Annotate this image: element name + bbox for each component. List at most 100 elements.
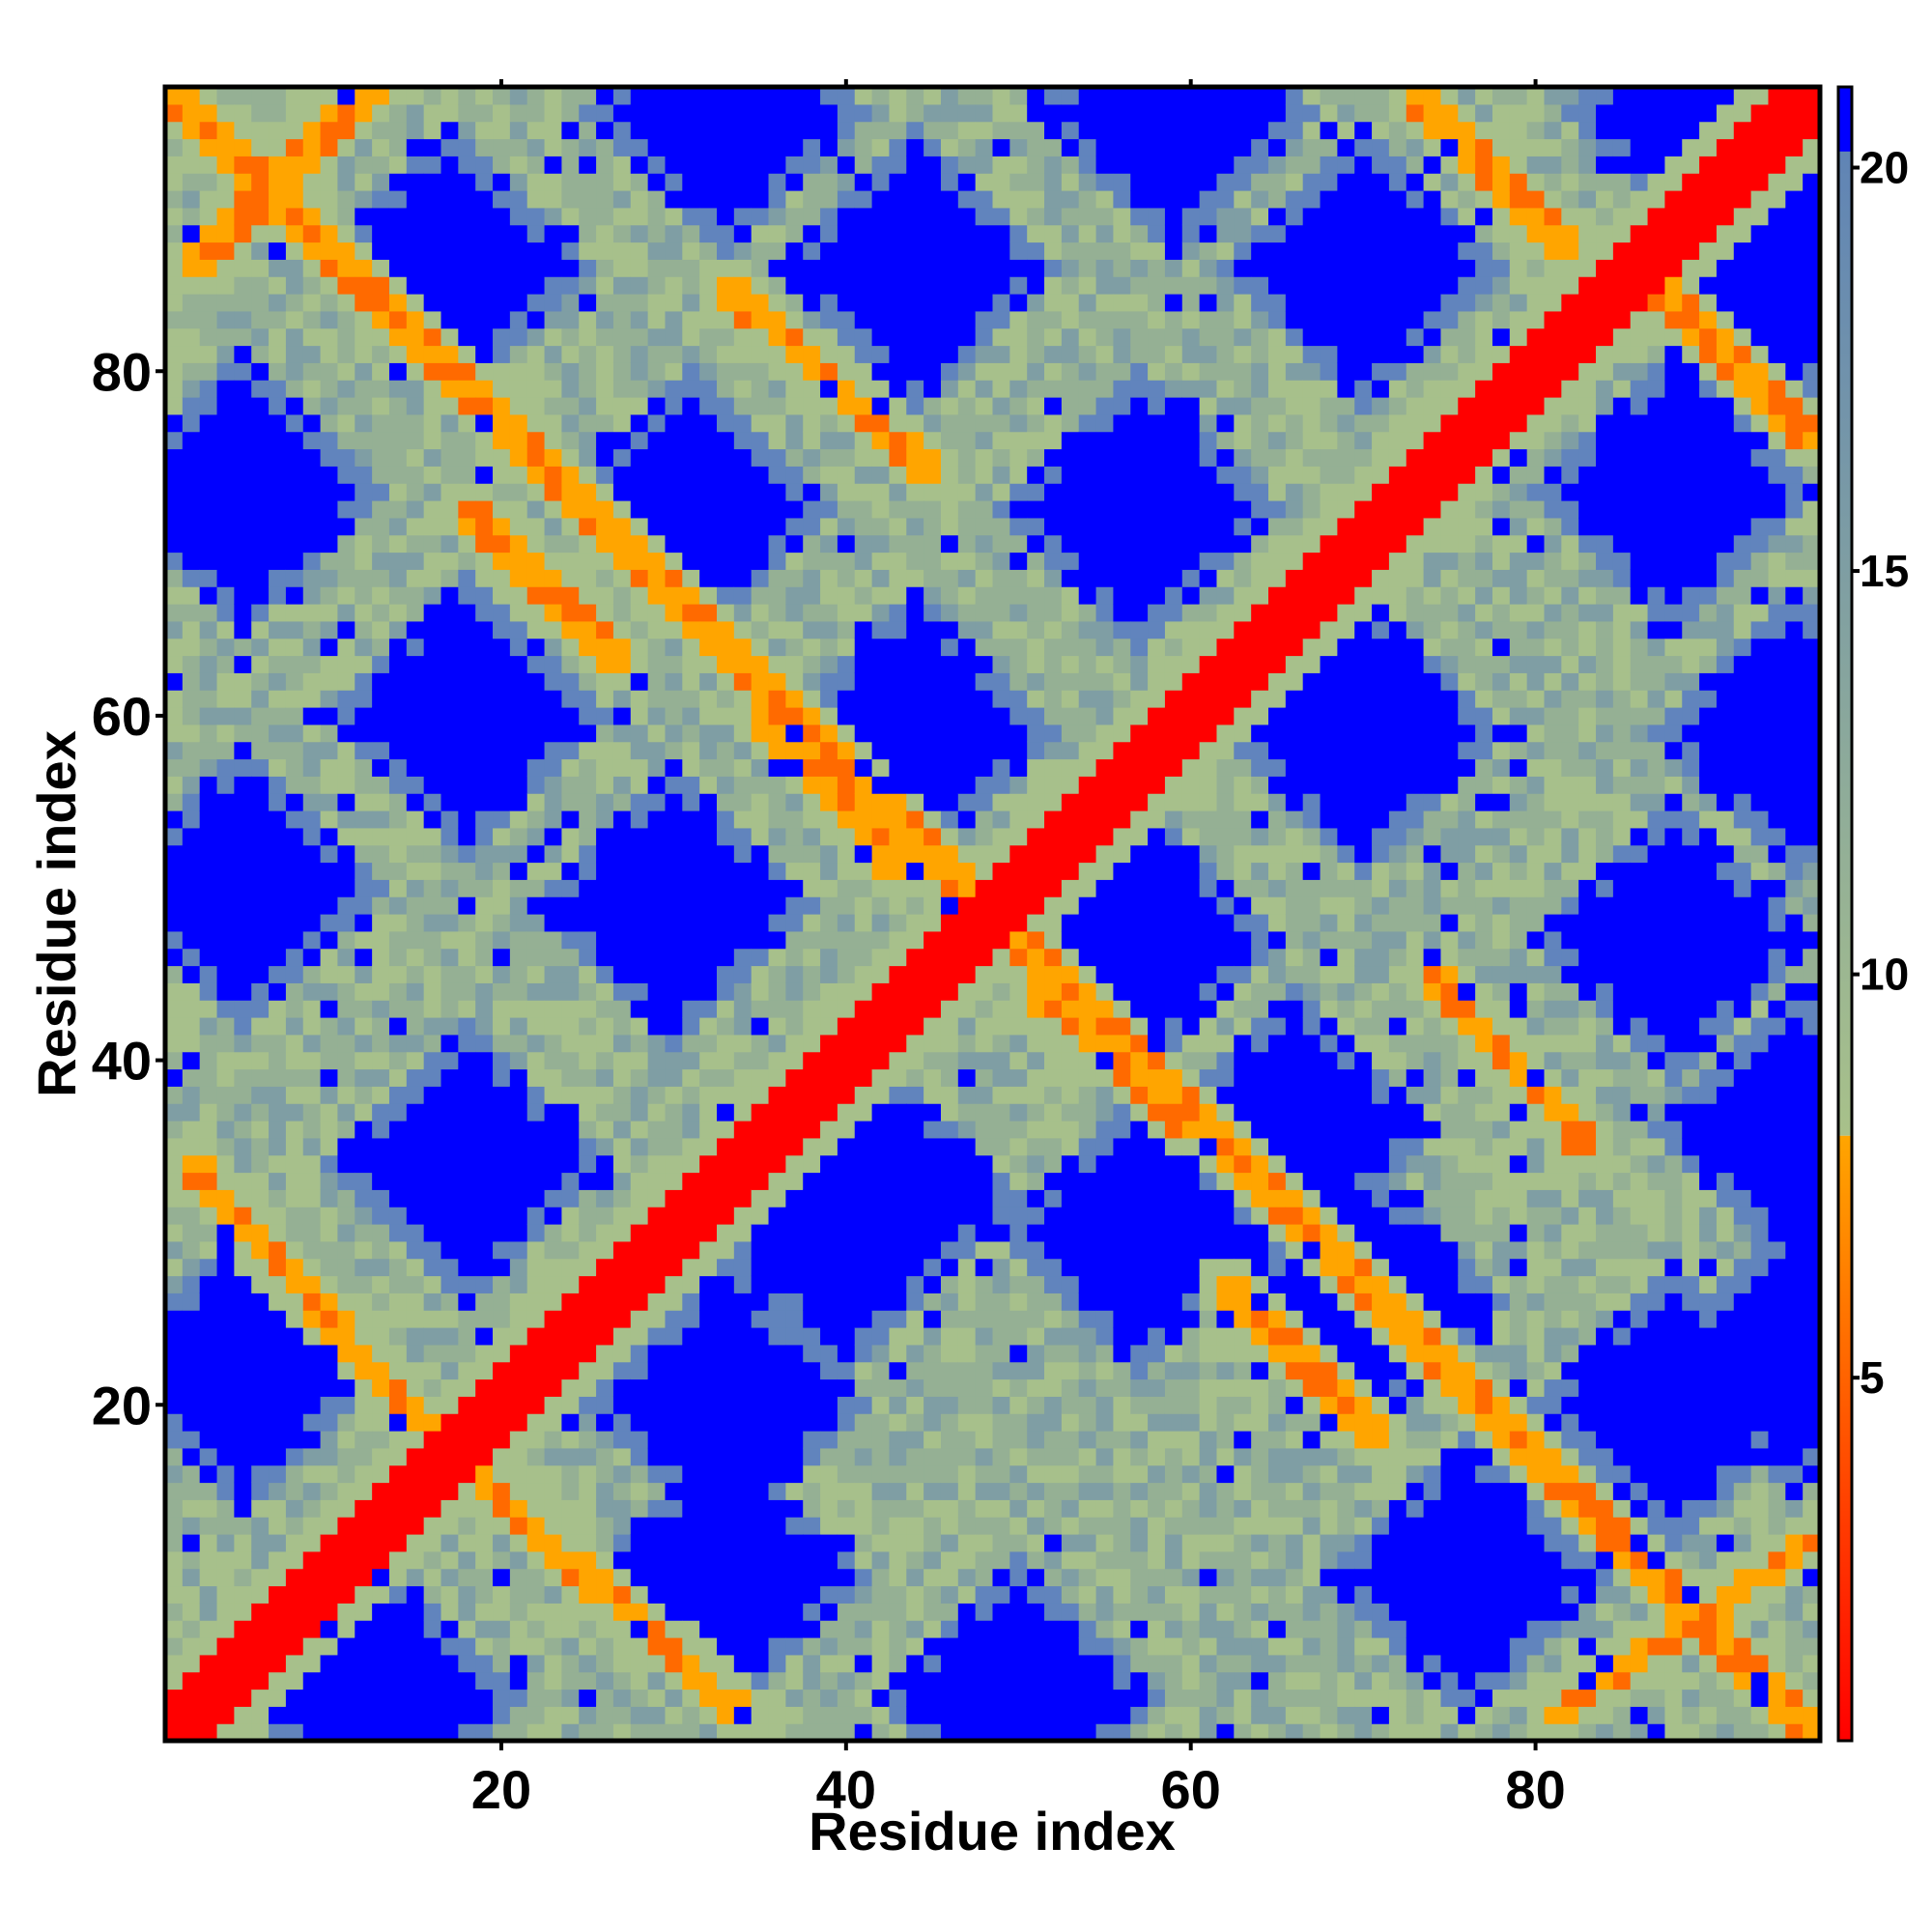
heatmap-cell xyxy=(372,1172,390,1190)
heatmap-cell xyxy=(234,207,252,226)
heatmap-cell xyxy=(785,1121,804,1139)
heatmap-cell xyxy=(320,896,339,915)
heatmap-cell xyxy=(165,1121,184,1139)
heatmap-cell xyxy=(1009,1189,1028,1208)
heatmap-cell xyxy=(596,413,614,433)
heatmap-cell xyxy=(337,1396,355,1414)
heatmap-cell xyxy=(337,690,355,708)
heatmap-cell xyxy=(820,173,838,191)
heatmap-cell xyxy=(665,534,683,554)
heatmap-cell xyxy=(165,604,184,622)
heatmap-cell xyxy=(440,380,459,398)
heatmap-cell xyxy=(423,1000,442,1018)
heatmap-cell xyxy=(458,793,476,811)
heatmap-cell xyxy=(733,1550,753,1570)
heatmap-cell xyxy=(372,1447,390,1466)
heatmap-cell xyxy=(940,1603,959,1621)
heatmap-cell xyxy=(216,173,235,191)
heatmap-cell xyxy=(992,1361,1010,1380)
heatmap-cell xyxy=(717,1723,735,1742)
heatmap-cell xyxy=(854,1121,873,1139)
heatmap-cell xyxy=(682,207,700,226)
heatmap-cell xyxy=(458,1293,476,1311)
heatmap-cell xyxy=(337,362,355,381)
heatmap-cell xyxy=(820,1327,838,1346)
heatmap-cell xyxy=(785,1224,804,1242)
heatmap-cell xyxy=(871,707,891,725)
heatmap-cell xyxy=(871,552,891,570)
heatmap-cell xyxy=(957,1258,977,1277)
heatmap-cell xyxy=(751,294,770,312)
heatmap-cell xyxy=(199,655,218,673)
heatmap-cell xyxy=(526,310,546,329)
heatmap-cell xyxy=(234,156,252,174)
heatmap-cell xyxy=(1009,380,1028,398)
heatmap-cell xyxy=(285,276,304,295)
heatmap-cell xyxy=(234,1000,252,1018)
heatmap-cell xyxy=(165,138,184,156)
heatmap-cell xyxy=(682,397,700,415)
heatmap-cell xyxy=(820,1499,838,1518)
heatmap-cell xyxy=(612,1068,632,1087)
heatmap-cell xyxy=(940,121,959,140)
heatmap-cell xyxy=(493,500,511,519)
heatmap-cell xyxy=(355,190,373,209)
heatmap-cell xyxy=(234,294,252,312)
heatmap-cell xyxy=(579,1585,597,1604)
heatmap-cell xyxy=(803,1310,821,1328)
heatmap-cell xyxy=(665,1086,683,1104)
heatmap-cell xyxy=(768,552,786,570)
heatmap-cell xyxy=(320,1293,339,1311)
heatmap-cell xyxy=(733,1207,753,1225)
heatmap-cell xyxy=(406,448,425,467)
heatmap-cell xyxy=(458,672,476,691)
heatmap-cell xyxy=(579,879,597,897)
heatmap-cell xyxy=(717,862,735,880)
heatmap-cell xyxy=(975,672,994,691)
heatmap-cell xyxy=(544,1378,562,1397)
heatmap-cell xyxy=(337,896,355,915)
heatmap-cell xyxy=(1044,1723,1063,1742)
heatmap-cell xyxy=(509,1293,528,1311)
heatmap-cell xyxy=(372,448,390,467)
heatmap-cell xyxy=(251,1327,270,1346)
heatmap-cell xyxy=(596,121,614,140)
heatmap-cell xyxy=(372,793,390,811)
heatmap-cell xyxy=(216,1086,235,1104)
heatmap-cell xyxy=(493,87,511,105)
heatmap-cell xyxy=(612,690,632,708)
heatmap-cell xyxy=(975,879,994,897)
heatmap-cell xyxy=(406,431,425,450)
heatmap-cell xyxy=(165,793,184,811)
heatmap-cell xyxy=(699,138,718,156)
heatmap-cell xyxy=(837,517,856,536)
heatmap-cell xyxy=(199,793,218,811)
heatmap-cell xyxy=(251,1413,270,1432)
heatmap-cell xyxy=(1009,672,1028,691)
heatmap-cell xyxy=(388,1568,408,1587)
heatmap-cell xyxy=(665,793,683,811)
heatmap-cell xyxy=(803,896,821,915)
heatmap-cell xyxy=(733,1603,753,1621)
heatmap-cell xyxy=(647,103,667,123)
heatmap-cell xyxy=(647,1447,667,1466)
heatmap-cell xyxy=(269,690,287,708)
heatmap-cell xyxy=(234,103,252,123)
heatmap-cell xyxy=(493,1396,511,1414)
heatmap-cell xyxy=(871,242,891,260)
heatmap-cell xyxy=(406,500,425,519)
heatmap-cell xyxy=(906,1550,924,1570)
heatmap-cell xyxy=(751,758,770,777)
heatmap-cell xyxy=(975,397,994,415)
heatmap-cell xyxy=(388,259,408,277)
heatmap-cell xyxy=(940,310,959,329)
heatmap-cell xyxy=(182,724,201,743)
heatmap-cell xyxy=(406,156,425,174)
heatmap-cell xyxy=(768,380,786,398)
heatmap-cell xyxy=(526,862,546,880)
heatmap-cell xyxy=(889,1121,907,1139)
heatmap-cell xyxy=(665,1499,683,1518)
heatmap-cell xyxy=(388,207,408,226)
heatmap-cell xyxy=(509,1413,528,1432)
heatmap-cell xyxy=(906,879,924,897)
